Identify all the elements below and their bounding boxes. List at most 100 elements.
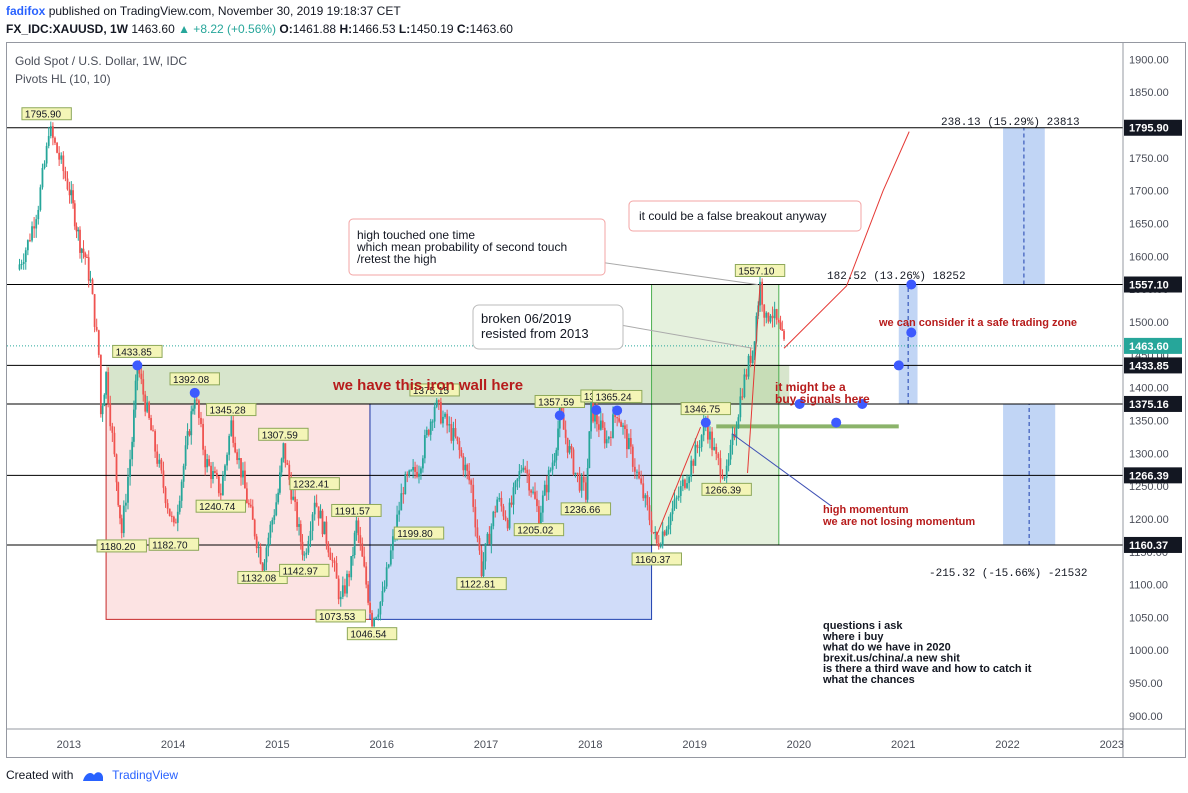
callout-broken <box>472 304 624 350</box>
candle-body <box>257 546 260 549</box>
candle-body <box>684 479 686 488</box>
candle-body <box>389 550 392 565</box>
level-axis-text: 1375.16 <box>1129 399 1169 411</box>
candle-body <box>638 471 640 479</box>
candle-body <box>781 329 784 331</box>
candle-body <box>607 436 610 440</box>
candle-body <box>588 431 591 469</box>
current-price-axis-text: 1463.60 <box>1129 341 1169 353</box>
candle-body <box>247 502 250 505</box>
candle-body <box>301 541 304 555</box>
pivot-label-box <box>631 552 682 566</box>
price-tick: 1600.00 <box>1129 251 1169 263</box>
questions-label: where i buy <box>822 631 884 643</box>
candle-body <box>490 526 493 544</box>
time-tick: 2014 <box>161 739 185 751</box>
candle-body <box>144 394 147 412</box>
questions-label: what do we have in 2020 <box>822 642 951 654</box>
questions-label: what the chances <box>822 674 915 686</box>
candle-body <box>234 442 237 453</box>
candle-body <box>195 399 198 401</box>
candle-body <box>681 479 684 487</box>
price-tick: 1650.00 <box>1129 219 1169 231</box>
candle-body <box>486 533 489 544</box>
price-tick: 1050.00 <box>1129 612 1169 624</box>
candle-body <box>219 493 222 496</box>
candle-body <box>224 465 226 477</box>
candle-body <box>460 450 463 457</box>
pivot-label: 1191.57 <box>335 506 371 517</box>
questions-label: is there a third wave and how to catch i… <box>823 663 1032 675</box>
candle-body <box>156 451 159 464</box>
candle-body <box>761 281 764 305</box>
price-tick: 1350.00 <box>1129 415 1169 427</box>
candle-body <box>244 470 246 489</box>
candle-body <box>160 459 163 471</box>
candle-body <box>594 412 596 422</box>
candle-body <box>182 465 185 482</box>
candle-body <box>773 309 776 319</box>
candle-body <box>582 476 585 483</box>
open-value: 1461.88 <box>292 22 337 36</box>
candle-body <box>564 429 567 438</box>
candle-body <box>267 537 270 548</box>
pivot-label-box <box>169 372 220 386</box>
candle-body <box>474 506 477 528</box>
candle-body <box>496 499 499 513</box>
candle-body <box>470 480 473 485</box>
candle-body <box>217 476 220 494</box>
candle-body <box>574 472 577 475</box>
candle-body <box>383 586 386 592</box>
candle-body <box>58 152 61 160</box>
candle-body <box>226 454 228 466</box>
pivot-label-box <box>701 482 752 496</box>
candle-body <box>190 411 193 436</box>
candle-body <box>719 458 722 476</box>
candle-body <box>70 190 73 196</box>
momentum-pointer <box>731 433 832 507</box>
candle-body <box>68 189 71 196</box>
pivot-label: 1232.41 <box>293 480 330 491</box>
level-axis-label <box>1124 357 1182 374</box>
candle-body <box>700 435 703 448</box>
candle-body <box>117 482 120 506</box>
candle-body <box>132 409 135 442</box>
candle-body <box>375 617 378 619</box>
candle-body <box>454 428 457 437</box>
candle-body <box>174 522 177 524</box>
published-text: published on TradingView.com, November 3… <box>48 4 401 18</box>
candle-body <box>446 413 449 426</box>
candle-body <box>661 531 664 546</box>
signal-dot <box>831 417 842 428</box>
close-label: C: <box>456 22 470 36</box>
candle-body <box>84 252 87 257</box>
questions-label: questions i ask <box>823 620 903 632</box>
candle-body <box>47 136 50 146</box>
arrow-up-1 <box>656 426 702 536</box>
tradingview-brand[interactable]: TradingView <box>112 768 179 782</box>
candle-body <box>771 315 774 319</box>
ohlc-line: FX_IDC:XAUUSD, 1W 1463.60 ▲ +8.22 (+0.56… <box>6 22 513 36</box>
author-name[interactable]: fadifox <box>6 4 46 18</box>
candle-body <box>731 433 734 446</box>
candle-body <box>648 505 651 521</box>
candle-body <box>673 499 676 509</box>
candle-body <box>315 502 318 507</box>
price-tick: 1250.00 <box>1129 481 1169 493</box>
pivot-label: 1345.28 <box>210 406 247 417</box>
candle-body <box>524 467 527 470</box>
price-tick: 900.00 <box>1129 711 1163 723</box>
momentum-label: we are not losing momentum <box>822 516 975 528</box>
candle-body <box>313 502 316 515</box>
candle-body <box>576 472 579 474</box>
price-chart[interactable]: Gold Spot / U.S. Dollar, 1W, IDC Pivots H… <box>7 43 1185 757</box>
candle-body <box>56 142 58 153</box>
candle-body <box>95 326 98 331</box>
price-tick: 1400.00 <box>1129 383 1169 395</box>
candle-body <box>528 473 531 491</box>
candle-body <box>335 562 338 579</box>
candle-body <box>650 520 653 533</box>
low-value: 1450.19 <box>410 22 454 36</box>
candle-body <box>341 585 344 597</box>
candle-body <box>464 464 467 471</box>
